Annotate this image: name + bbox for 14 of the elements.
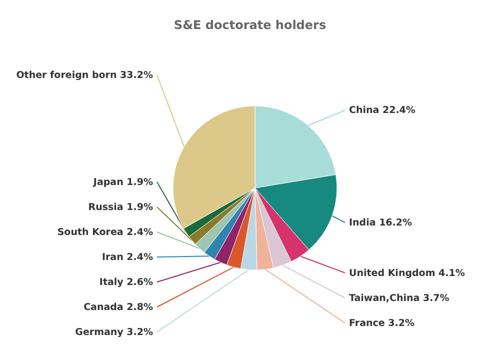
slice-label: Other foreign born 33.2% bbox=[16, 70, 154, 82]
slice-label: United Kingdom 4.1% bbox=[349, 268, 466, 279]
slice-label: Taiwan,China 3.7% bbox=[349, 292, 450, 304]
slice-label: Japan 1.9% bbox=[92, 177, 154, 188]
slice-label: China 22.4% bbox=[349, 105, 416, 116]
slice-label: Germany 3.2% bbox=[75, 327, 154, 338]
slice-label: Russia 1.9% bbox=[88, 202, 154, 213]
slice-label: South Korea 2.4% bbox=[57, 227, 154, 238]
slice-label: Canada 2.8% bbox=[84, 302, 154, 313]
chart-title: S&E doctorate holders bbox=[174, 18, 326, 32]
slice-label: Italy 2.6% bbox=[99, 277, 154, 288]
slice-label: India 16.2% bbox=[349, 218, 413, 229]
slice-label: Iran 2.4% bbox=[102, 252, 154, 263]
slice-label: France 3.2% bbox=[349, 318, 415, 329]
